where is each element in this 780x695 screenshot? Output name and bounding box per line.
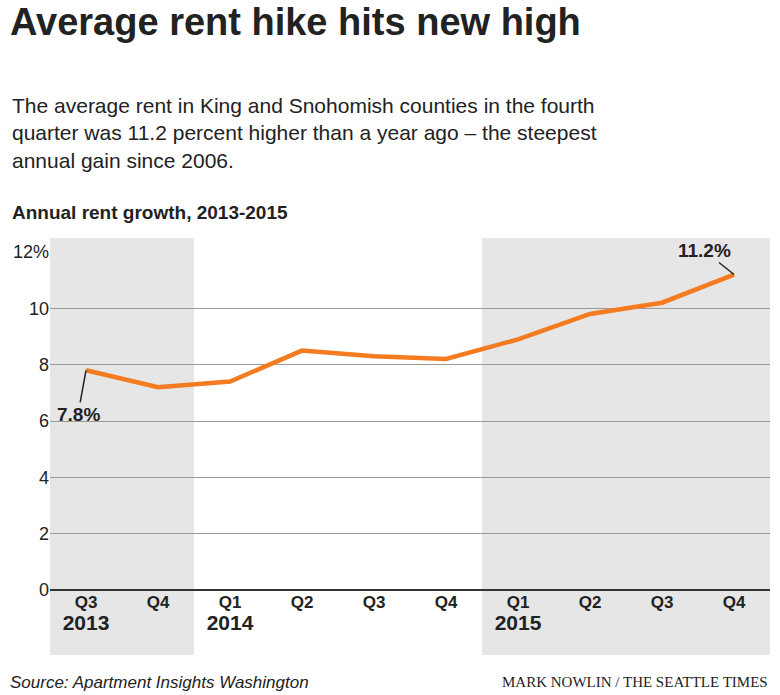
svg-text:7.8%: 7.8% — [57, 404, 100, 425]
svg-text:MARK NOWLIN / THE SEATTLE TIME: MARK NOWLIN / THE SEATTLE TIMES — [502, 674, 768, 690]
svg-text:8: 8 — [39, 355, 49, 375]
svg-text:Q12015: Q12015 — [495, 593, 542, 634]
svg-text:11.2%: 11.2% — [678, 240, 731, 261]
svg-text:Q4: Q4 — [435, 593, 458, 634]
svg-text:Q3: Q3 — [651, 593, 674, 634]
svg-text:Q4: Q4 — [147, 593, 170, 634]
svg-text:12%: 12% — [13, 242, 49, 262]
svg-text:Q4: Q4 — [723, 593, 746, 634]
svg-text:Q2: Q2 — [291, 593, 314, 634]
svg-text:The average rent in King and S: The average rent in King and Snohomish c… — [12, 94, 597, 172]
svg-text:Q32013: Q32013 — [63, 593, 110, 634]
svg-text:2: 2 — [39, 524, 49, 544]
svg-text:10: 10 — [29, 299, 49, 319]
svg-text:Q12014: Q12014 — [207, 593, 254, 634]
svg-text:Q2: Q2 — [579, 593, 602, 634]
svg-text:Source: Apartment Insights Was: Source: Apartment Insights Washington — [10, 673, 309, 692]
svg-text:6: 6 — [39, 411, 49, 431]
svg-text:Average rent hike hits new hig: Average rent hike hits new high — [10, 1, 581, 43]
svg-text:4: 4 — [39, 468, 49, 488]
svg-text:Q3: Q3 — [363, 593, 386, 634]
svg-text:0: 0 — [39, 580, 49, 600]
svg-text:Annual rent growth, 2013-2015: Annual rent growth, 2013-2015 — [12, 202, 288, 223]
